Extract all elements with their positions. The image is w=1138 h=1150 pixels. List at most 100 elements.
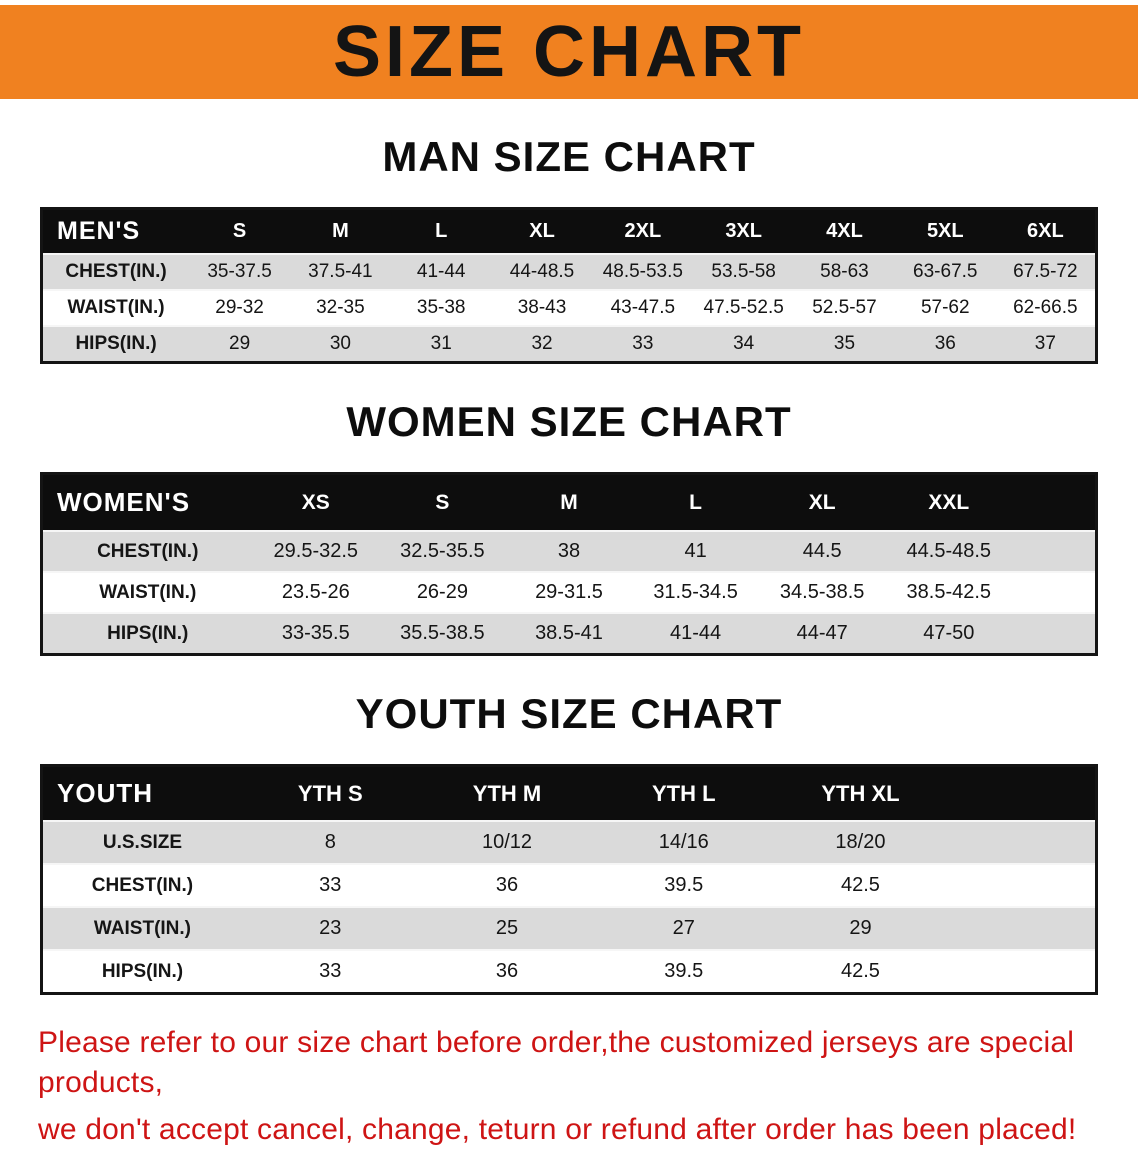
blank-value-cell xyxy=(1012,531,1096,572)
disclaimer-line-2: we don't accept cancel, change, teturn o… xyxy=(38,1113,1077,1147)
size-value-cell: 29 xyxy=(229,333,251,354)
size-value-cell: 36 xyxy=(495,874,519,896)
size-value-cell: 38-43 xyxy=(517,297,567,318)
women-size-section: WOMEN SIZE CHART WOMEN'S XS S M L XL XXL CHEST(… xyxy=(40,398,1098,656)
size-value-cell: 67.5-72 xyxy=(1013,261,1078,282)
men-section-heading: MAN SIZE CHART xyxy=(382,133,756,180)
table-row: U.S.SIZE 8 10/12 14/16 18/20 xyxy=(41,821,1097,864)
table-header-row: WOMEN'S XS S M L XL XXL xyxy=(41,473,1097,531)
row-label-cell: CHEST(IN.) xyxy=(65,261,167,282)
size-value-cell: 44.5-48.5 xyxy=(906,540,992,562)
size-value-cell: 29 xyxy=(849,917,872,939)
size-value-cell: 44-47 xyxy=(796,622,848,644)
size-value-cell: 37 xyxy=(1034,333,1056,354)
size-value-cell: 41-44 xyxy=(670,622,722,644)
size-value-cell: 38.5-42.5 xyxy=(906,581,992,603)
table-title-cell: WOMEN'S xyxy=(41,473,253,531)
blank-header-cell xyxy=(948,765,1097,821)
size-value-cell: 32 xyxy=(531,333,553,354)
size-value-cell: 58-63 xyxy=(820,261,869,282)
size-column-header: 5XL xyxy=(894,208,996,254)
blank-value-cell xyxy=(949,950,1097,994)
size-value-cell: 41-44 xyxy=(416,261,466,282)
size-value-cell: 23 xyxy=(319,917,342,939)
row-label-cell: WAIST(IN.) xyxy=(99,581,197,603)
table-row: HIPS(IN.) 33-35.5 35.5-38.5 38.5-41 41-44 44-… xyxy=(41,613,1097,655)
size-value-cell: 34.5-38.5 xyxy=(779,581,865,603)
size-column-header: 2XL xyxy=(592,208,694,254)
men-size-section: MAN SIZE CHART MEN'S S M L XL 2XL 3XL 4XL 5XL 6XL… xyxy=(40,133,1098,364)
size-value-cell: 35-38 xyxy=(416,297,466,318)
size-value-cell: 34 xyxy=(733,333,755,354)
size-value-cell: 43-47.5 xyxy=(610,297,676,318)
size-value-cell: 14/16 xyxy=(658,831,709,853)
size-value-cell: 29-31.5 xyxy=(535,581,603,603)
table-row: CHEST(IN.) 29.5-32.5 32.5-35.5 38 41 44.5 44.5… xyxy=(41,531,1097,572)
size-value-cell: 39.5 xyxy=(664,874,704,896)
women-section-heading: WOMEN SIZE CHART xyxy=(346,398,792,445)
table-row: WAIST(IN.) 29-32 32-35 35-38 38-43 43-47.5 47.… xyxy=(41,290,1097,326)
row-label-cell: HIPS(IN.) xyxy=(75,333,157,354)
size-value-cell: 33 xyxy=(632,333,654,354)
size-value-cell: 36 xyxy=(934,333,956,354)
size-value-cell: 36 xyxy=(495,960,519,982)
size-column-header: YTH L xyxy=(595,765,773,821)
table-row: WAIST(IN.) 23 25 27 29 xyxy=(41,907,1097,950)
row-label-cell: CHEST(IN.) xyxy=(91,874,194,896)
blank-value-cell xyxy=(1012,572,1096,613)
table-title-cell: MEN'S xyxy=(41,208,190,254)
size-column-header: XXL xyxy=(885,473,1013,531)
size-charts-main: MAN SIZE CHART MEN'S S M L XL 2XL 3XL 4XL 5XL 6XL… xyxy=(0,133,1138,995)
row-label-cell: WAIST(IN.) xyxy=(67,297,165,318)
men-size-table: MEN'S S M L XL 2XL 3XL 4XL 5XL 6XL CHEST(IN.) 35-37… xyxy=(40,207,1098,364)
youth-size-section: YOUTH SIZE CHART YOUTH YTH S YTH M YTH L YTH… xyxy=(40,690,1098,995)
row-label-cell: HIPS(IN.) xyxy=(107,622,189,644)
size-value-cell: 8 xyxy=(324,831,336,853)
size-value-cell: 47-50 xyxy=(923,622,975,644)
row-label-cell: CHEST(IN.) xyxy=(97,540,199,562)
size-value-cell: 33-35.5 xyxy=(281,622,350,644)
size-column-header: 6XL xyxy=(995,208,1097,254)
size-value-cell: 41 xyxy=(684,540,707,562)
size-chart-banner: SIZE CHART xyxy=(0,5,1138,99)
row-label-cell: WAIST(IN.) xyxy=(93,917,192,939)
size-value-cell: 35 xyxy=(833,333,856,354)
disclaimer-line-1: Please refer to our size chart before or… xyxy=(38,1026,1075,1099)
size-value-cell: 26-29 xyxy=(416,581,468,603)
size-value-cell: 31.5-34.5 xyxy=(653,581,738,603)
blank-value-cell xyxy=(1012,613,1096,655)
size-value-cell: 42.5 xyxy=(840,960,880,982)
size-value-cell: 47.5-52.5 xyxy=(703,297,784,318)
size-value-cell: 38 xyxy=(557,540,581,562)
banner-title: SIZE CHART xyxy=(333,12,805,92)
size-column-header: YTH XL xyxy=(772,765,949,821)
youth-section-heading: YOUTH SIZE CHART xyxy=(355,690,783,737)
blank-value-cell xyxy=(949,864,1097,907)
size-column-header: XL xyxy=(491,208,593,254)
size-column-header: XL xyxy=(758,473,886,531)
row-label-cell: HIPS(IN.) xyxy=(101,960,184,982)
size-column-header: XS xyxy=(252,473,380,531)
disclaimer-note: Please refer to our size chart before or… xyxy=(0,1023,1138,1150)
size-value-cell: 44.5 xyxy=(802,540,842,562)
size-column-header: 4XL xyxy=(794,208,895,254)
size-column-header: L xyxy=(390,208,492,254)
size-value-cell: 48.5-53.5 xyxy=(602,261,683,282)
size-column-header: M xyxy=(505,473,633,531)
size-value-cell: 30 xyxy=(329,333,351,354)
size-value-cell: 23.5-26 xyxy=(281,581,350,603)
size-value-cell: 63-67.5 xyxy=(913,261,978,282)
size-value-cell: 38.5-41 xyxy=(535,622,603,644)
table-row: HIPS(IN.) 29 30 31 32 33 34 35 36 37 xyxy=(41,326,1097,363)
size-value-cell: 37.5-41 xyxy=(308,261,373,282)
youth-size-table: YOUTH YTH S YTH M YTH L YTH XL U.S.SIZE 8 10/12… xyxy=(40,764,1098,995)
size-value-cell: 29.5-32.5 xyxy=(273,540,359,562)
size-value-cell: 39.5 xyxy=(664,960,704,982)
size-column-header: YTH M xyxy=(418,765,596,821)
table-row: WAIST(IN.) 23.5-26 26-29 29-31.5 31.5-34.5 34… xyxy=(41,572,1097,613)
size-value-cell: 42.5 xyxy=(840,874,880,896)
blank-value-cell xyxy=(949,907,1097,950)
size-value-cell: 44-48.5 xyxy=(509,261,575,282)
table-row: HIPS(IN.) 33 36 39.5 42.5 xyxy=(41,950,1097,994)
women-size-table: WOMEN'S XS S M L XL XXL CHEST(IN.) 29.5-32.5 32.5… xyxy=(40,472,1098,656)
